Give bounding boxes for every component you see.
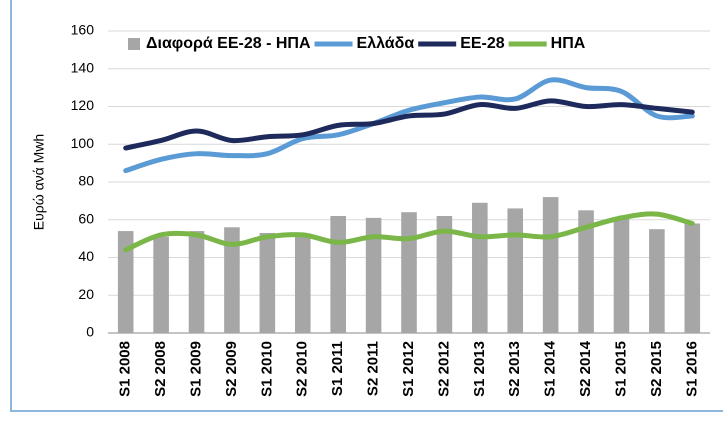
- x-tick-label: S2 2010: [294, 341, 311, 397]
- bar: [153, 236, 169, 333]
- y-tick-label: 60: [78, 210, 94, 226]
- bar: [224, 227, 240, 333]
- bar: [542, 197, 559, 333]
- bar: [578, 210, 594, 333]
- x-tick-label: S2 2008: [152, 341, 169, 397]
- y-tick-label: 100: [71, 135, 95, 151]
- x-tick-label: S1 2016: [683, 341, 700, 397]
- x-tick-label: S2 2015: [648, 341, 665, 397]
- legend-label: Διαφορά ΕΕ-28 - ΗΠΑ: [146, 35, 311, 52]
- y-tick-label: 120: [71, 97, 95, 113]
- y-axis-label: Ευρώ ανά Mwh: [31, 134, 47, 230]
- line: [123, 211, 695, 253]
- line: [123, 77, 695, 174]
- y-tick-label: 160: [71, 22, 95, 38]
- bar: [294, 234, 311, 333]
- x-tick-label: S1 2008: [117, 341, 134, 397]
- bar: [613, 217, 630, 333]
- bar: [436, 215, 453, 333]
- bar: [649, 229, 665, 333]
- legend-swatch: [128, 38, 140, 50]
- y-tick-label: 40: [78, 248, 94, 264]
- bar: [401, 212, 417, 333]
- legend-label: Ελλάδα: [357, 35, 415, 52]
- x-tick-label: S2 2012: [435, 341, 452, 397]
- x-tick-label: S2 2013: [506, 341, 523, 397]
- y-tick-label: 140: [71, 59, 95, 75]
- bar: [259, 232, 276, 333]
- x-tick-label: S1 2013: [471, 341, 488, 397]
- x-tick-label: S1 2014: [542, 340, 559, 397]
- y-tick-label: 0: [86, 324, 94, 340]
- frame: [10, 0, 723, 412]
- legend-label: ΗΠΑ: [551, 35, 586, 52]
- x-tick-label: S1 2010: [258, 341, 275, 397]
- legend-label: ΕΕ-28: [460, 35, 505, 52]
- x-tick-label: S2 2009: [223, 341, 240, 397]
- x-tick-label: S1 2011: [329, 341, 346, 396]
- x-tick-label: S1 2012: [400, 341, 417, 397]
- bar: [684, 223, 701, 333]
- x-tick-label: S2 2014: [577, 340, 594, 397]
- bar: [472, 202, 488, 333]
- bar: [365, 217, 382, 333]
- x-tick-label: S1 2015: [612, 341, 629, 397]
- x-tick-label: S1 2009: [187, 341, 204, 397]
- bar: [330, 215, 346, 333]
- bar: [117, 231, 134, 333]
- x-tick-label: S2 2011: [365, 341, 382, 396]
- y-tick-label: 20: [78, 286, 94, 302]
- bar: [188, 231, 205, 333]
- bar: [507, 208, 524, 333]
- y-tick-label: 80: [78, 173, 94, 189]
- line: [123, 98, 695, 151]
